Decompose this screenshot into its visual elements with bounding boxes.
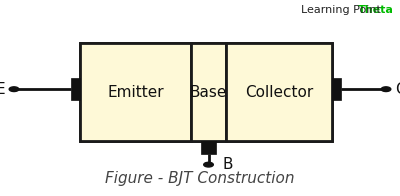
Circle shape <box>9 87 19 92</box>
Text: Base: Base <box>190 85 227 100</box>
Text: Theta: Theta <box>358 5 394 15</box>
Text: Emitter: Emitter <box>107 85 164 100</box>
Text: C: C <box>395 82 400 97</box>
Bar <box>71 78 80 100</box>
Text: E: E <box>0 82 5 97</box>
Text: B: B <box>222 157 233 172</box>
Circle shape <box>204 162 213 167</box>
Bar <box>201 141 216 154</box>
Text: Learning Point: Learning Point <box>301 5 380 15</box>
Bar <box>80 43 191 141</box>
Bar <box>191 43 226 141</box>
Text: Collector: Collector <box>245 85 313 100</box>
Text: Figure - BJT Construction: Figure - BJT Construction <box>105 171 295 186</box>
Bar <box>332 78 341 100</box>
Circle shape <box>381 87 391 92</box>
Bar <box>80 43 332 141</box>
Bar <box>226 43 332 141</box>
